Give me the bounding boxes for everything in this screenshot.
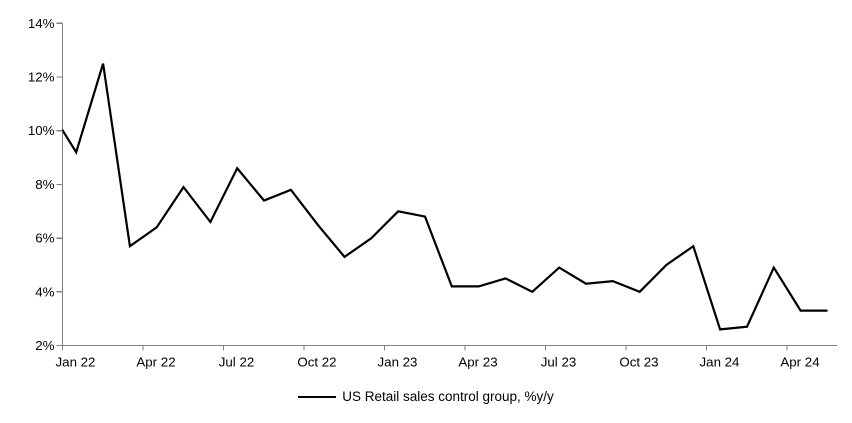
series-line xyxy=(62,63,828,331)
y-tick-label: 6% xyxy=(35,231,54,246)
x-tick-label: Jul 23 xyxy=(541,355,576,370)
x-tick-label: Jan 23 xyxy=(378,355,418,370)
x-tick-label: Jan 22 xyxy=(56,355,96,370)
x-tick-label: Apr 22 xyxy=(136,355,175,370)
legend: US Retail sales control group, %y/y xyxy=(0,389,852,404)
x-tick-label: Oct 22 xyxy=(297,355,336,370)
y-tick-label: 14% xyxy=(28,16,55,31)
y-tick-label: 12% xyxy=(28,70,55,85)
x-tick-label: Jan 24 xyxy=(700,355,740,370)
x-tick-label: Oct 23 xyxy=(619,355,658,370)
x-tick-label: Apr 23 xyxy=(458,355,497,370)
x-tick-label: Apr 24 xyxy=(780,355,819,370)
y-tick-label: 4% xyxy=(35,284,54,299)
y-tick-label: 10% xyxy=(28,123,55,138)
legend-line-sample xyxy=(298,395,337,398)
x-tick-label: Jul 22 xyxy=(219,355,254,370)
legend-label: US Retail sales control group, %y/y xyxy=(342,389,554,404)
y-tick-label: 2% xyxy=(35,338,54,353)
y-tick-label: 8% xyxy=(35,177,54,192)
